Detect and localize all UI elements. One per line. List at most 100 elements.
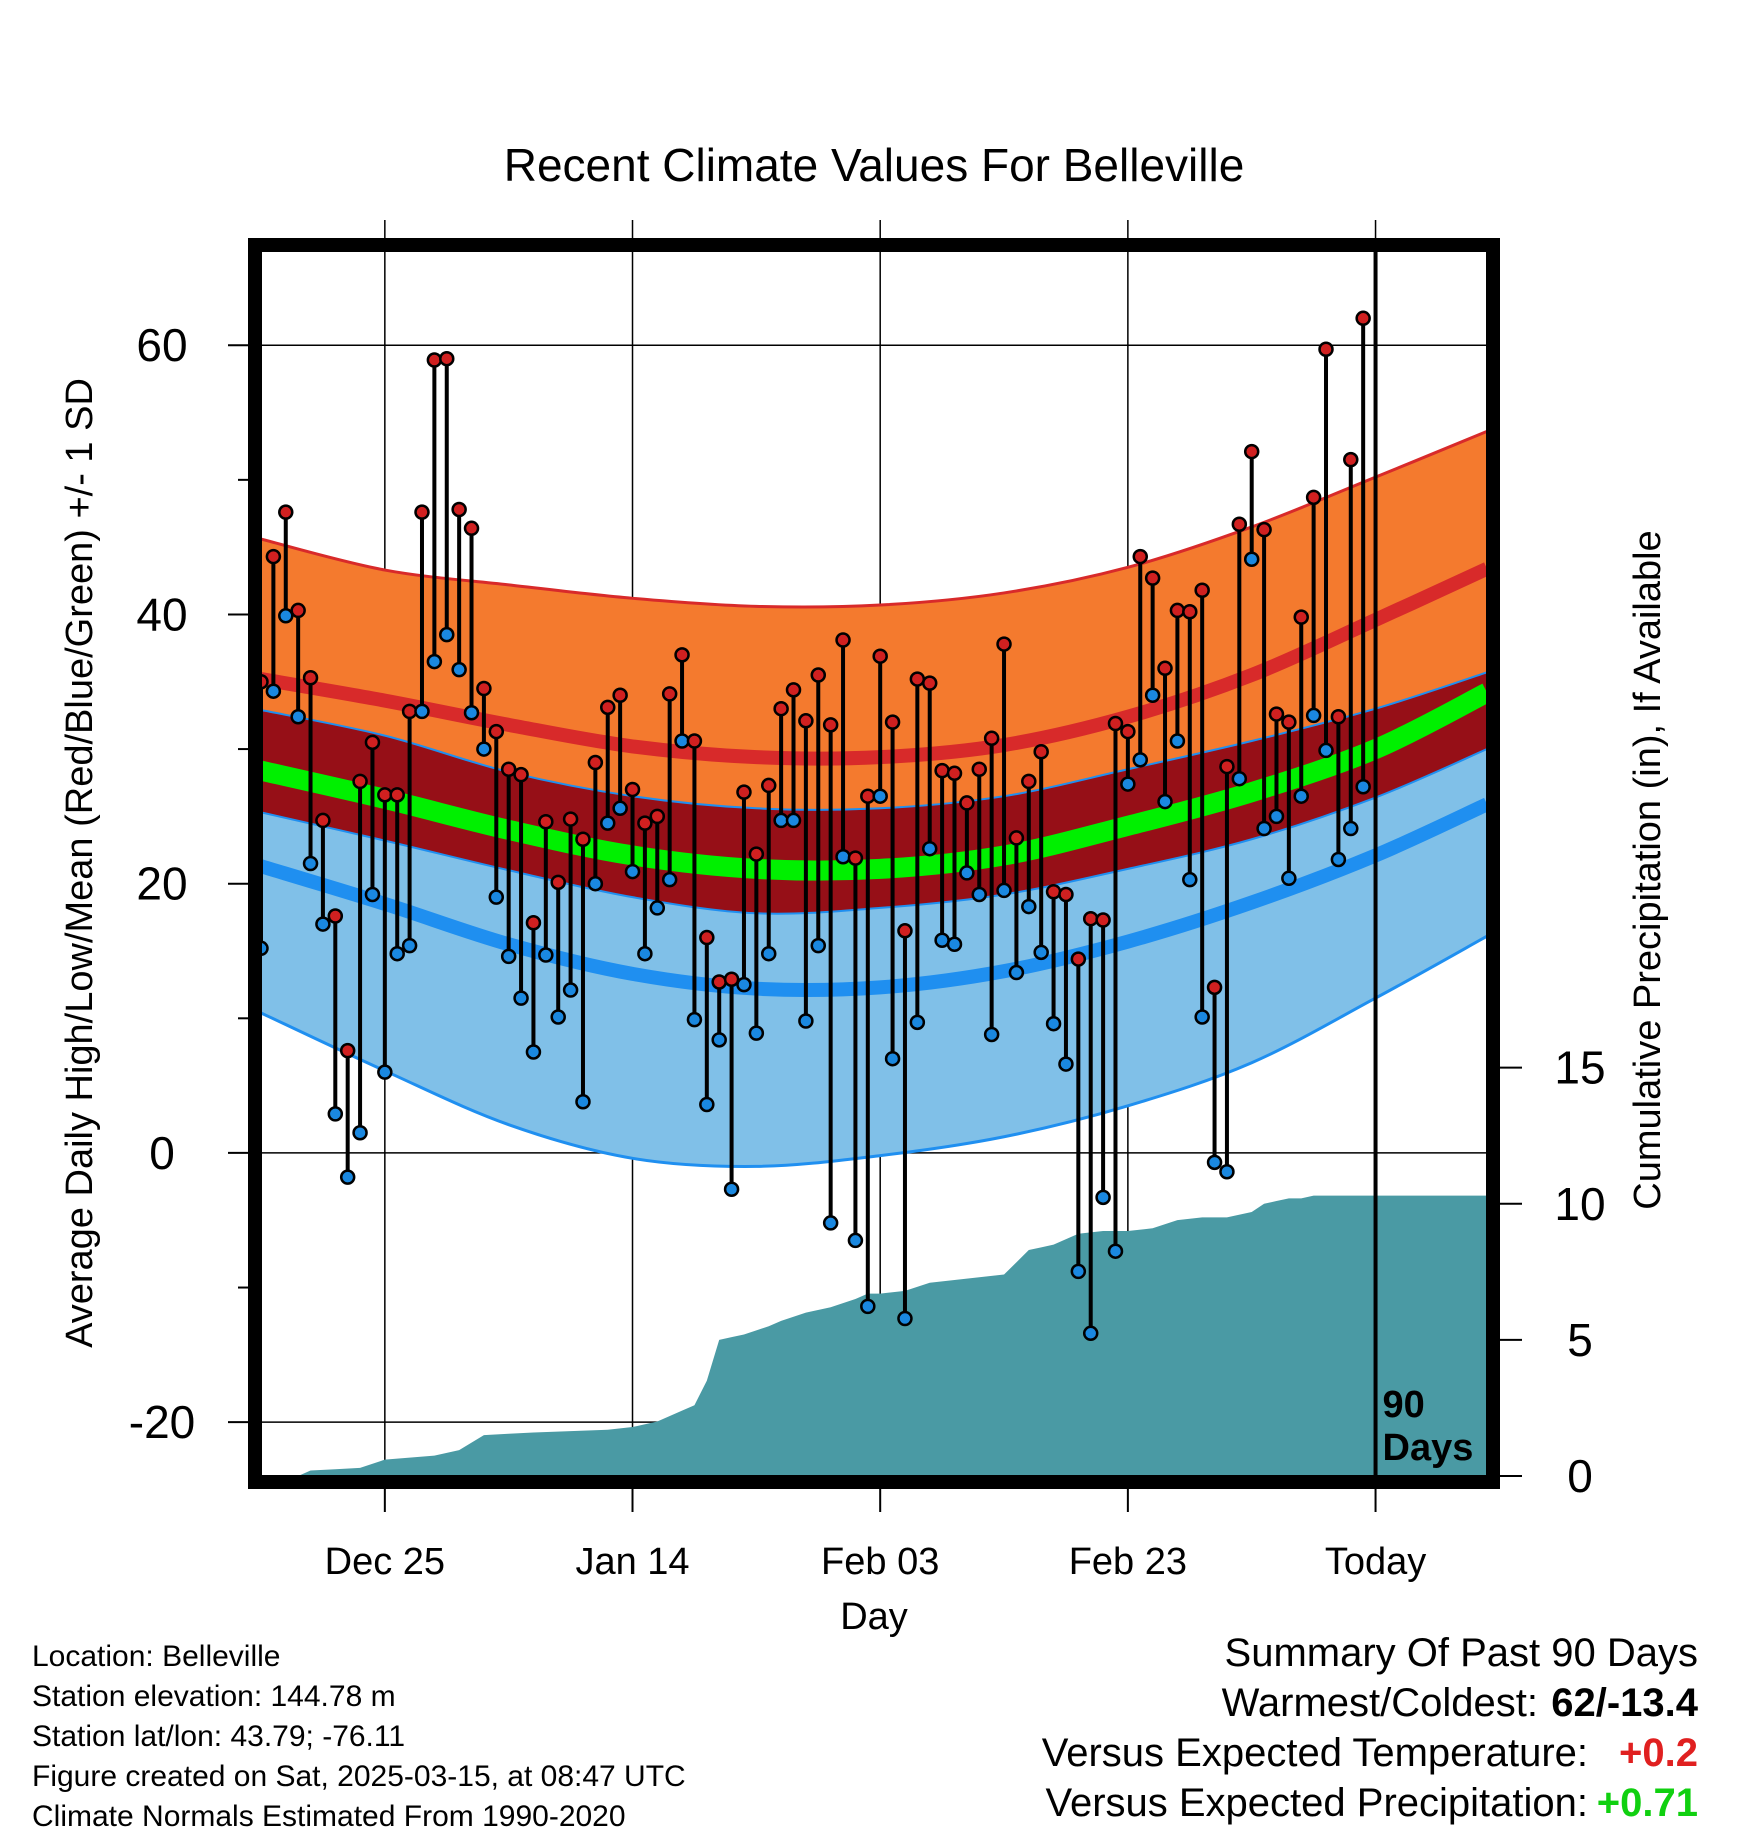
obs-high-point <box>1293 609 1309 625</box>
obs-high-point <box>476 680 492 697</box>
obs-low-point <box>921 840 938 857</box>
obs-high-point <box>1182 604 1198 620</box>
y-tick-label: 20 <box>136 858 187 910</box>
obs-high-point <box>377 787 393 803</box>
obs-low-point <box>1045 1015 1062 1032</box>
obs-high-point <box>538 814 554 830</box>
obs-high-point <box>686 733 703 749</box>
obs-high-point <box>773 700 789 717</box>
y-axis-label: Average Daily High/Low/Mean (Red/Blue/Gr… <box>59 378 101 1348</box>
obs-low-point <box>1182 871 1198 888</box>
obs-high-point <box>723 971 740 988</box>
obs-low-point <box>278 608 294 624</box>
precipitation-row: Versus Expected Precipitation: +0.71 <box>1042 1778 1698 1828</box>
obs-low-point <box>550 1009 566 1025</box>
obs-high-point <box>500 761 517 778</box>
obs-high-point <box>599 699 616 716</box>
mean-sd-band <box>261 672 1487 914</box>
obs-low-point <box>822 1215 839 1231</box>
obs-high-point <box>525 914 542 931</box>
obs-low-point <box>773 812 789 829</box>
obs-low-point <box>934 932 950 948</box>
summary-title: Summary Of Past 90 Days <box>1224 1631 1698 1675</box>
obs-high-point <box>315 812 331 829</box>
obs-high-point <box>389 787 405 803</box>
obs-high-point <box>699 929 715 946</box>
obs-low-point <box>946 936 963 953</box>
obs-high-point <box>884 714 901 730</box>
obs-high-point <box>587 754 604 771</box>
obs-high-point <box>959 795 975 811</box>
obs-low-point <box>401 937 418 954</box>
obs-low-point <box>1343 820 1359 837</box>
obs-low-point <box>847 1232 864 1249</box>
location-text: Location: Belleville <box>32 1640 281 1673</box>
obs-high-point <box>439 350 455 367</box>
obs-high-point <box>1305 489 1322 506</box>
obs-low-point <box>599 815 616 831</box>
obs-high-point <box>860 788 876 804</box>
obs-low-point <box>587 875 604 892</box>
obs-low-point <box>699 1096 715 1113</box>
high-sd-band <box>261 431 1487 810</box>
obs-low-point <box>1256 820 1272 837</box>
obs-low-point <box>352 1124 368 1141</box>
obs-high-point <box>550 874 566 891</box>
obs-high-point <box>822 717 839 733</box>
obs-low-point <box>327 1106 344 1122</box>
obs-low-point <box>1021 898 1037 915</box>
mean-upper-edge <box>261 671 1487 811</box>
obs-low-point <box>810 937 827 954</box>
obs-high-point <box>847 850 864 866</box>
high-upper-edge <box>261 429 1487 609</box>
summary-panel: Summary Of Past 90 Days Warmest/Coldest:… <box>1042 1628 1698 1828</box>
y2-tick-label: 0 <box>1567 1450 1593 1502</box>
obs-low-point <box>1268 808 1285 825</box>
obs-low-point <box>389 945 405 962</box>
obs-high-point <box>1107 715 1124 732</box>
obs-low-point <box>723 1181 740 1198</box>
obs-high-point <box>1219 758 1235 775</box>
obs-low-point <box>971 886 988 903</box>
y2-tick-label: 5 <box>1567 1314 1593 1366</box>
precipitation-area <box>261 1195 1487 1476</box>
obs-high-point <box>451 501 467 518</box>
obs-low-point <box>1243 551 1260 568</box>
obs-high-point <box>1132 548 1149 565</box>
obs-high-point <box>637 815 653 831</box>
obs-high-point <box>401 703 418 720</box>
obs-high-point <box>835 632 851 648</box>
obs-low-point <box>711 1032 727 1048</box>
obs-low-point <box>265 683 282 699</box>
obs-high-point <box>414 504 430 520</box>
y-tick-label: 60 <box>136 319 187 371</box>
obs-high-point <box>971 761 988 778</box>
obs-low-point <box>1132 752 1149 768</box>
obs-high-point <box>1082 910 1099 927</box>
obs-high-point <box>1355 310 1371 327</box>
warmest-coldest-label: Warmest/Coldest: <box>1221 1681 1538 1725</box>
obs-high-point <box>798 713 814 729</box>
obs-high-point <box>426 352 443 368</box>
obs-high-point <box>1033 744 1049 760</box>
obs-low-point <box>339 1169 356 1185</box>
latlon-text: Station lat/lon: 43.79; -76.11 <box>32 1720 406 1753</box>
obs-low-point <box>562 982 579 998</box>
obs-low-point <box>835 849 851 865</box>
obs-high-point <box>1256 521 1272 538</box>
temperature-value: +0.2 <box>1619 1731 1698 1775</box>
obs-low-point <box>1231 770 1248 787</box>
obs-high-point <box>921 675 938 691</box>
obs-low-point <box>1281 870 1297 887</box>
y-tick-label: 40 <box>136 588 187 640</box>
obs-high-point <box>674 647 690 663</box>
x-tick-label: Jan 14 <box>575 1541 689 1583</box>
obs-low-point <box>377 1064 393 1080</box>
obs-low-point <box>1058 1056 1074 1072</box>
obs-high-point <box>736 784 752 800</box>
obs-high-point <box>364 734 381 751</box>
obs-low-point <box>860 1298 876 1315</box>
obs-low-point <box>1305 707 1322 724</box>
x-tick-label: Today <box>1325 1541 1426 1583</box>
